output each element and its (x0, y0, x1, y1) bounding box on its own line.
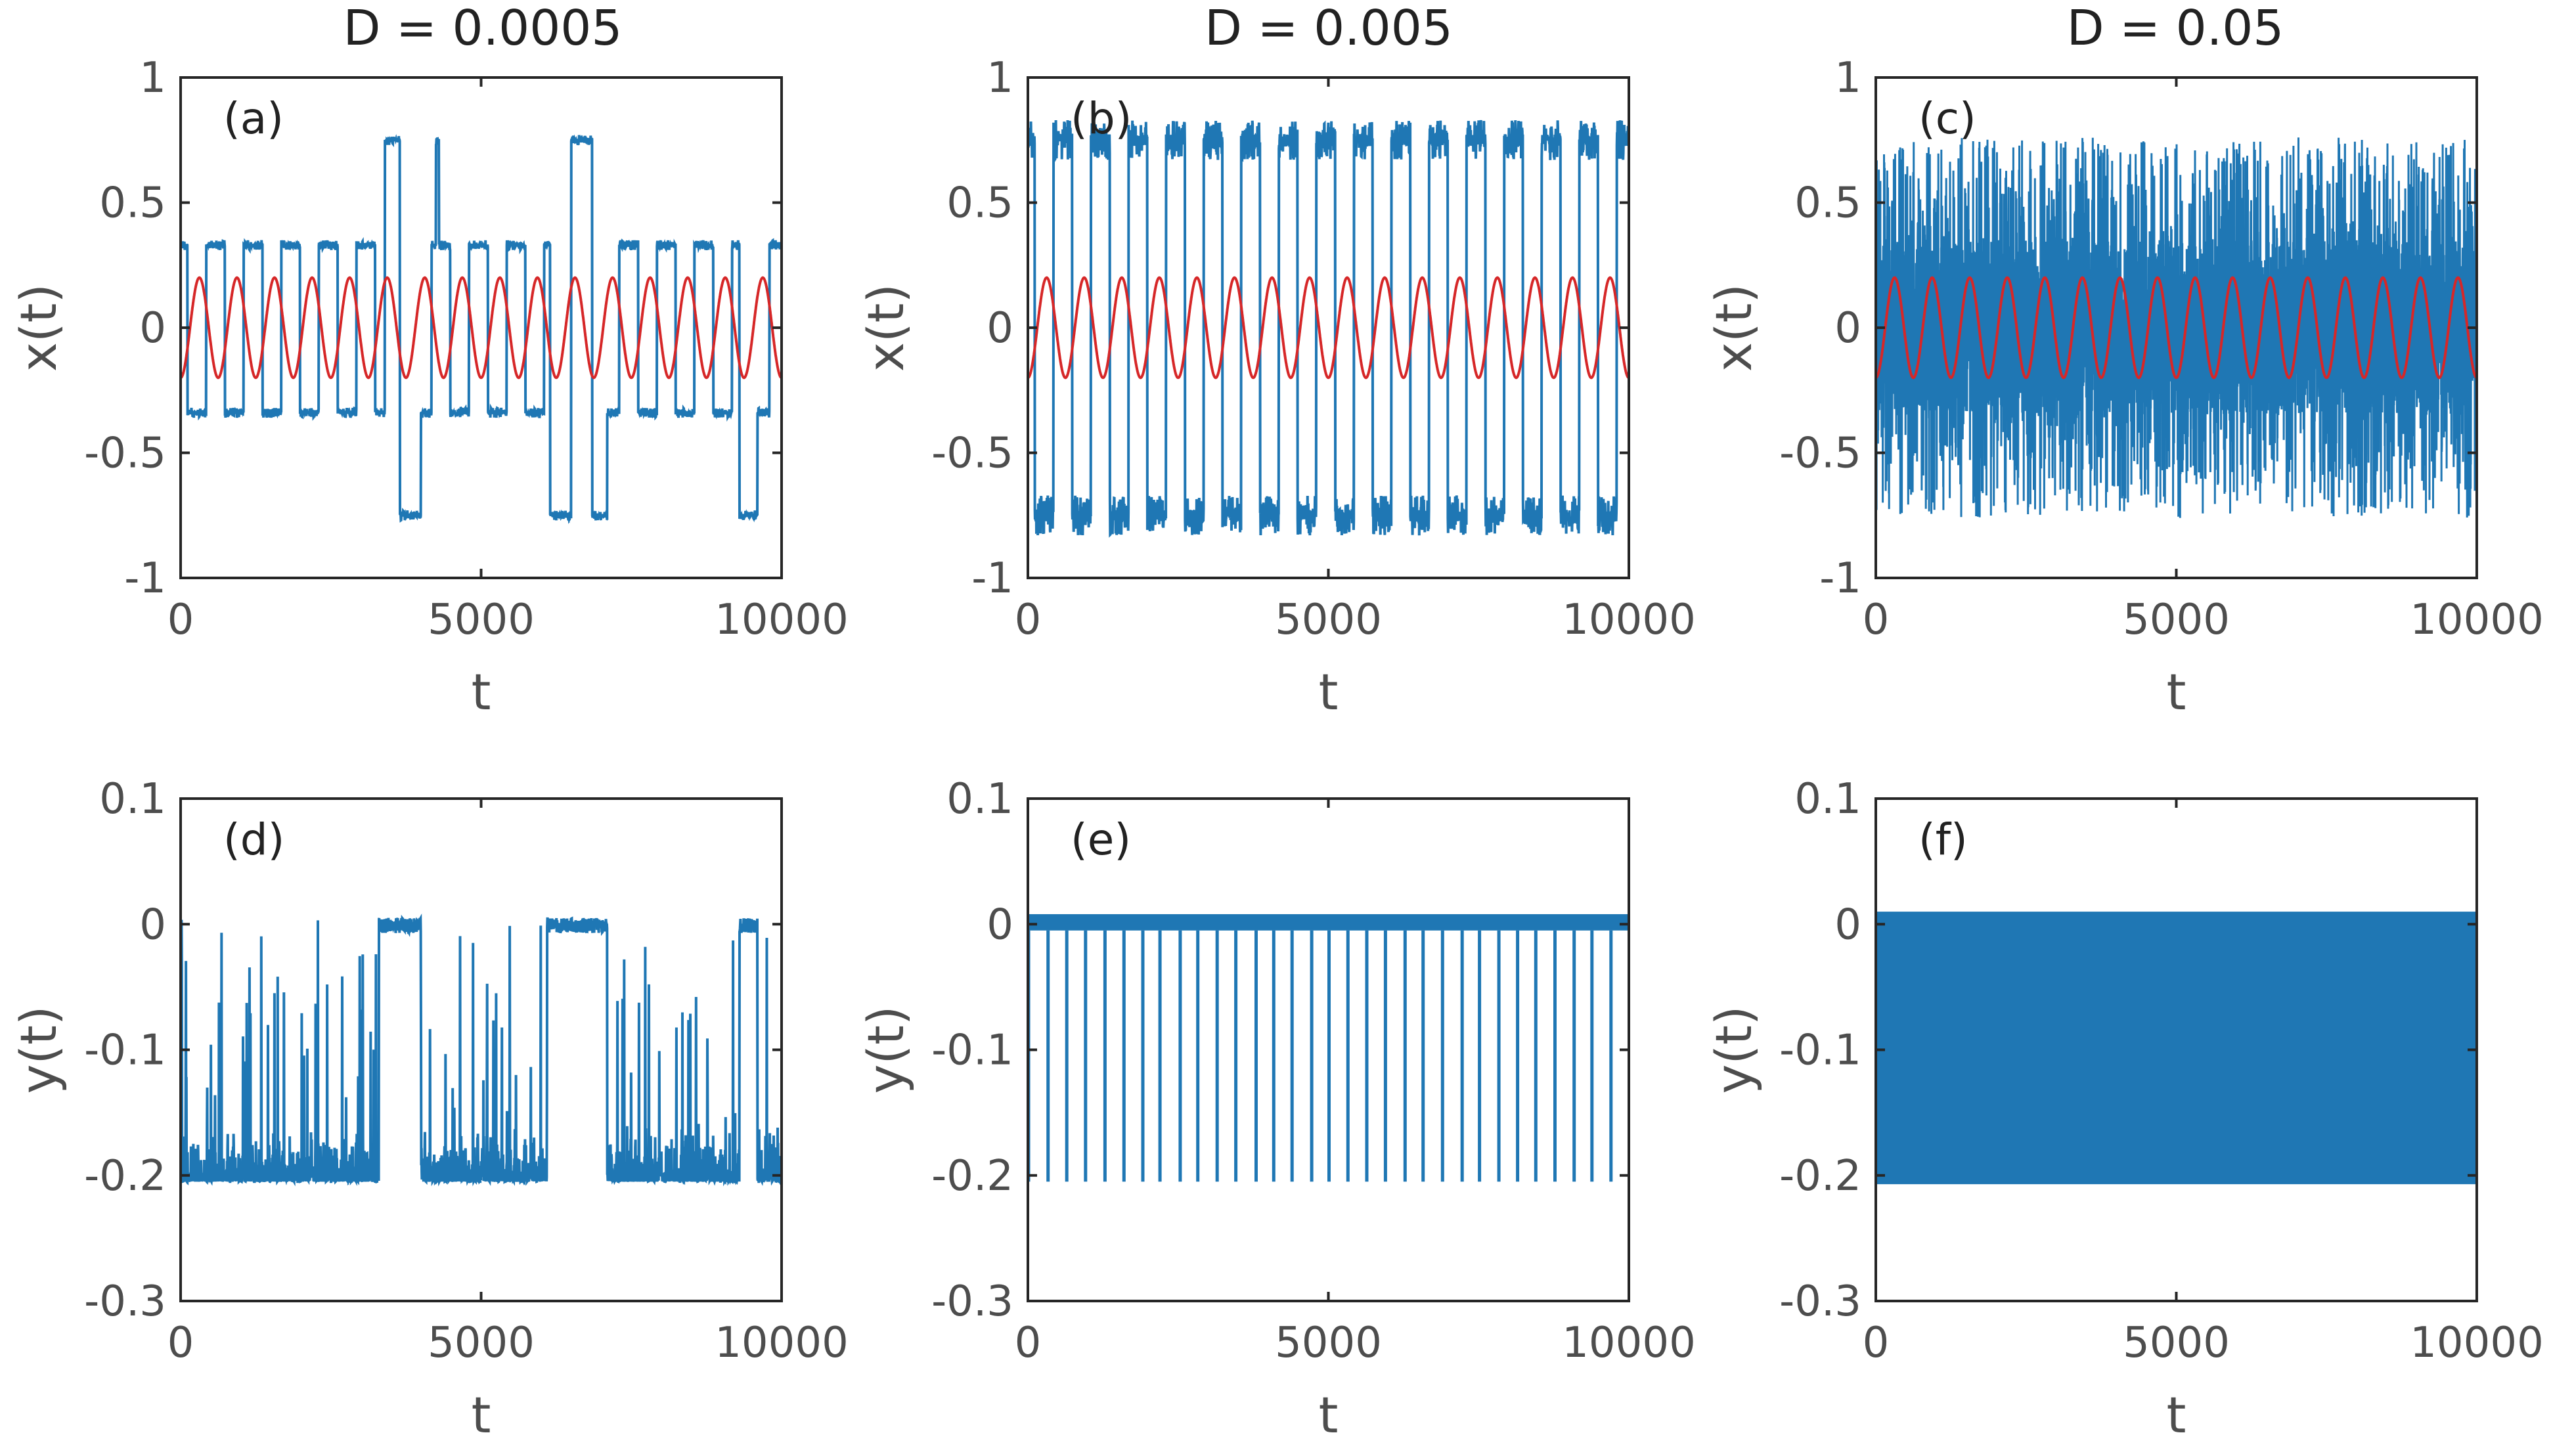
signal-sine-line (181, 276, 782, 380)
x-axis-label: t (472, 1386, 491, 1444)
y-tick-label: -0.3 (84, 1277, 166, 1326)
y-axis-label: x(t) (856, 284, 915, 372)
y-tick-label: -1 (124, 554, 166, 603)
y-spike-lines (1028, 930, 1613, 1182)
y-axis-label: y(t) (1704, 1005, 1763, 1093)
x-tick-label: 10000 (1562, 596, 1696, 644)
x-tick-label: 0 (1015, 1319, 1042, 1367)
y-tick-label: -1 (971, 554, 1013, 603)
x-tick-label: 5000 (1275, 596, 1382, 644)
y-tick-label: 0.1 (946, 775, 1013, 824)
panel-c: -1 -0.5 0 0.5 1 0 5000 10000 t x(t) (c) (1704, 54, 2544, 721)
panel-d: -0.3 -0.2 -0.1 0 0.1 0 5000 10000 t y(t) (d) (9, 775, 849, 1444)
y-tick-label: -0.1 (1779, 1026, 1861, 1075)
panel-letter: (e) (1071, 814, 1131, 865)
panels: -1-0.500.510 5000 10000tx(t)(a)-1-0.500.51… (9, 54, 2544, 1444)
x-tick-label: 5000 (1275, 1319, 1382, 1367)
panel-letter: (d) (223, 814, 284, 865)
y-dense-band (1876, 912, 2477, 1185)
x-tick-label: 5000 (428, 1319, 535, 1367)
x-axis-label: t (2167, 1386, 2186, 1444)
panel-letter: (f) (1919, 814, 1968, 865)
y-tick-label: 0 (1834, 304, 1861, 353)
y-axis-label: y(t) (9, 1005, 68, 1093)
signal-sine-line (1876, 276, 2477, 380)
y-axis-label: x(t) (1704, 284, 1763, 372)
x-tick-label: 10000 (715, 1319, 849, 1367)
x-series-line (181, 134, 782, 524)
x-tick-label: 0 (1863, 596, 1890, 644)
y-tick-label: 0 (987, 304, 1013, 353)
y-tick-label: -0.3 (1779, 1277, 1861, 1326)
y-tick-label: 0.5 (946, 179, 1013, 228)
panel-letter: (b) (1071, 93, 1132, 144)
y-tick-label: -0.2 (931, 1152, 1013, 1201)
y-axis-label: x(t) (9, 284, 68, 372)
x-tick-label: 0 (1015, 596, 1042, 644)
x-series-line (1876, 137, 2477, 518)
panel-e: -0.3 -0.2 -0.1 0 0.1 0 5000 10000 t y(t) (e) (856, 775, 1696, 1444)
x-tick-label: 0 (167, 596, 194, 644)
y-tick-label: 0 (987, 900, 1013, 949)
panel-f: -0.3 -0.2 -0.1 0 0.1 0 5000 10000 t y(t) (f) (1704, 775, 2544, 1444)
plot-area (181, 913, 782, 1187)
y-tick-label: 1 (139, 54, 166, 102)
x-tick-label: 10000 (2410, 596, 2544, 644)
x-tick-label: 0 (1863, 1319, 1890, 1367)
y-tick-label: 1 (1834, 54, 1861, 102)
plot-area (1028, 120, 1629, 538)
signal-sine-line (1028, 276, 1629, 380)
y-tick-label: -0.1 (84, 1026, 166, 1075)
plot-area (181, 134, 782, 524)
panel-letter: (a) (223, 93, 284, 144)
y-top-band (1028, 914, 1629, 931)
x-tick-label: 0 (167, 1319, 194, 1367)
column-title-2: D = 0.005 (1205, 0, 1453, 56)
y-tick-label: 1 (987, 54, 1013, 102)
plot-area (1876, 912, 2477, 1185)
x-tick-label: 5000 (428, 596, 535, 644)
column-title-3: D = 0.05 (2067, 0, 2284, 56)
y-tick-label: -0.1 (931, 1026, 1013, 1075)
x-series-line (1028, 120, 1629, 538)
x-axis-label: t (472, 663, 491, 721)
x-tick-label: 5000 (2123, 596, 2230, 644)
y-axis-label: y(t) (856, 1005, 915, 1093)
y-tick-label: 0 (139, 900, 166, 949)
y-tick-label: 0 (1834, 900, 1861, 949)
x-tick-label: 10000 (1562, 1319, 1696, 1367)
x-tick-label: 10000 (715, 596, 849, 644)
y-tick-label: -0.5 (931, 430, 1013, 478)
y-tick-label: -0.5 (1779, 430, 1861, 478)
x-tick-label: 10000 (2410, 1319, 2544, 1367)
x-axis-label: t (1319, 663, 1339, 721)
y-tick-label: 0.1 (99, 775, 166, 824)
y-tick-label: -0.5 (84, 430, 166, 478)
plot-area (1028, 914, 1629, 1182)
y-tick-label: -0.2 (84, 1152, 166, 1201)
x-axis-label: t (2167, 663, 2186, 721)
y-tick-label: -0.2 (1779, 1152, 1861, 1201)
y-series-line (181, 913, 782, 1187)
y-tick-label: -1 (1819, 554, 1861, 603)
column-title-1: D = 0.0005 (344, 0, 623, 56)
y-tick-label: 0.1 (1794, 775, 1861, 824)
y-tick-label: -0.3 (931, 1277, 1013, 1326)
panel-a: -1 -0.5 0 0.5 1 0 5000 10000 t x(t) (a) (9, 54, 849, 721)
panel-letter: (c) (1919, 93, 1976, 144)
x-axis-label: t (1319, 1386, 1339, 1444)
y-tick-label: 0.5 (99, 179, 166, 228)
panel-b: -1 -0.5 0 0.5 1 0 5000 10000 t x(t) (b) (856, 54, 1696, 721)
axes-frame (179, 76, 783, 579)
plot-area (1876, 137, 2477, 518)
y-tick-label: 0 (139, 304, 166, 353)
x-tick-label: 5000 (2123, 1319, 2230, 1367)
y-tick-label: 0.5 (1794, 179, 1861, 228)
